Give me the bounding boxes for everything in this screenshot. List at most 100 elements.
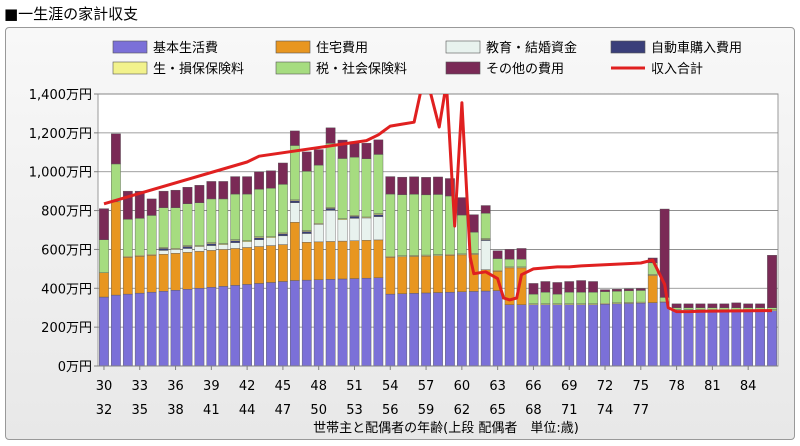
- legend-item-housing: 住宅費用: [275, 40, 368, 56]
- bar-other: [683, 303, 694, 308]
- bar-car: [301, 231, 312, 234]
- bar-tax: [576, 291, 587, 305]
- bar-other: [624, 288, 634, 292]
- bar-other: [266, 170, 276, 189]
- bar-tax: [612, 291, 622, 304]
- bar-other: [433, 176, 443, 195]
- x-tick-label-head: 54: [382, 379, 399, 394]
- bar-tax: [695, 307, 706, 310]
- bar-tax: [337, 158, 348, 219]
- bar-housing: [409, 256, 419, 294]
- bar-living: [445, 291, 455, 367]
- bar-other: [480, 205, 491, 214]
- bar-housing: [301, 242, 312, 281]
- bar-tax: [266, 188, 276, 238]
- bar-education: [349, 218, 360, 241]
- x-tick-label-spouse: 71: [561, 403, 578, 418]
- page-title: ■一生涯の家計収支: [4, 5, 139, 23]
- bar-housing: [325, 241, 336, 280]
- bar-other: [540, 281, 551, 293]
- x-tick-label-spouse: 77: [633, 403, 650, 418]
- bar-tax: [385, 193, 396, 257]
- x-tick-label-spouse: 62: [454, 403, 471, 418]
- bar-other: [301, 151, 312, 172]
- bar-other: [218, 181, 229, 200]
- x-tick-label-spouse: 47: [275, 403, 292, 418]
- bar-living: [313, 279, 324, 367]
- bar-tax: [206, 198, 217, 243]
- legend-label: 教育・結婚資金: [486, 40, 577, 56]
- bar-housing: [146, 255, 157, 293]
- bar-living: [635, 302, 646, 367]
- y-tick-label: 1,400万円: [29, 88, 92, 103]
- bar-tax: [564, 291, 575, 305]
- bar-living: [433, 292, 443, 367]
- bar-tax: [230, 193, 241, 240]
- bar-housing: [397, 256, 408, 294]
- bar-other: [528, 283, 539, 295]
- bar-tax: [301, 171, 312, 231]
- bar-living: [301, 279, 312, 367]
- y-axis: 0万円 200万円 400万円 600万円 800万円 1,000万円 1,200万円 1,4…: [29, 88, 98, 375]
- y-tick-label: 200万円: [41, 321, 92, 336]
- bar-car: [278, 233, 288, 237]
- bar-tax: [194, 202, 205, 246]
- bar-tax: [635, 290, 646, 303]
- bar-tax: [254, 188, 264, 237]
- bar-living: [170, 290, 181, 367]
- x-tick-label-spouse: 35: [131, 403, 148, 418]
- legend-swatch: [445, 40, 481, 54]
- bar-tax: [540, 291, 551, 305]
- bar-other: [146, 198, 157, 216]
- legend-item-living: 基本生活費: [112, 40, 218, 56]
- bar-tax: [600, 291, 610, 304]
- bar-other: [516, 248, 527, 260]
- bar-living: [480, 290, 491, 367]
- bar-tax: [278, 184, 288, 234]
- legend-label: 自動車購入費用: [651, 41, 742, 56]
- bar-tax: [480, 213, 491, 239]
- bar-other: [468, 214, 479, 233]
- bar-tax: [588, 291, 598, 305]
- x-tick-label-spouse: 56: [382, 403, 399, 418]
- bar-other: [421, 177, 431, 196]
- bar-housing: [445, 255, 455, 293]
- bar-housing: [158, 254, 169, 292]
- bar-other: [719, 303, 730, 308]
- line-income-total: [103, 94, 773, 314]
- y-tick-label: 1,000万円: [29, 166, 92, 181]
- legend-item-income: 収入合計: [611, 61, 703, 77]
- bar-education: [361, 217, 372, 241]
- bar-car: [230, 240, 241, 243]
- x-tick-label-head: 57: [418, 379, 435, 394]
- x-tick-label-head: 66: [525, 379, 542, 394]
- bar-tax: [289, 145, 300, 201]
- bar-housing: [457, 254, 467, 292]
- bar-living: [588, 304, 598, 367]
- bar-education: [289, 202, 300, 223]
- bar-living: [576, 304, 587, 367]
- x-tick-label-head: 60: [454, 379, 471, 394]
- bar-tax: [170, 207, 181, 249]
- bar-housing: [313, 241, 324, 280]
- x-tick-label-head: 75: [633, 379, 650, 394]
- bar-tax: [731, 307, 742, 310]
- x-tick-label-head: 81: [704, 379, 721, 394]
- bar-living: [278, 281, 288, 367]
- bar-housing: [278, 244, 288, 282]
- bar-living: [540, 304, 551, 367]
- bar-housing: [373, 239, 384, 278]
- bar-housing: [218, 249, 229, 287]
- bar-living: [158, 291, 169, 367]
- bar-other: [278, 162, 288, 185]
- legend-label: 税・社会保険料: [316, 61, 407, 77]
- bar-tax: [122, 219, 133, 257]
- legend-label: その他の費用: [486, 62, 564, 77]
- bar-other: [504, 249, 515, 260]
- bar-car: [206, 243, 217, 246]
- x-tick-label-head: 45: [275, 379, 292, 394]
- bar-tax: [313, 164, 324, 224]
- bar-other: [325, 127, 336, 144]
